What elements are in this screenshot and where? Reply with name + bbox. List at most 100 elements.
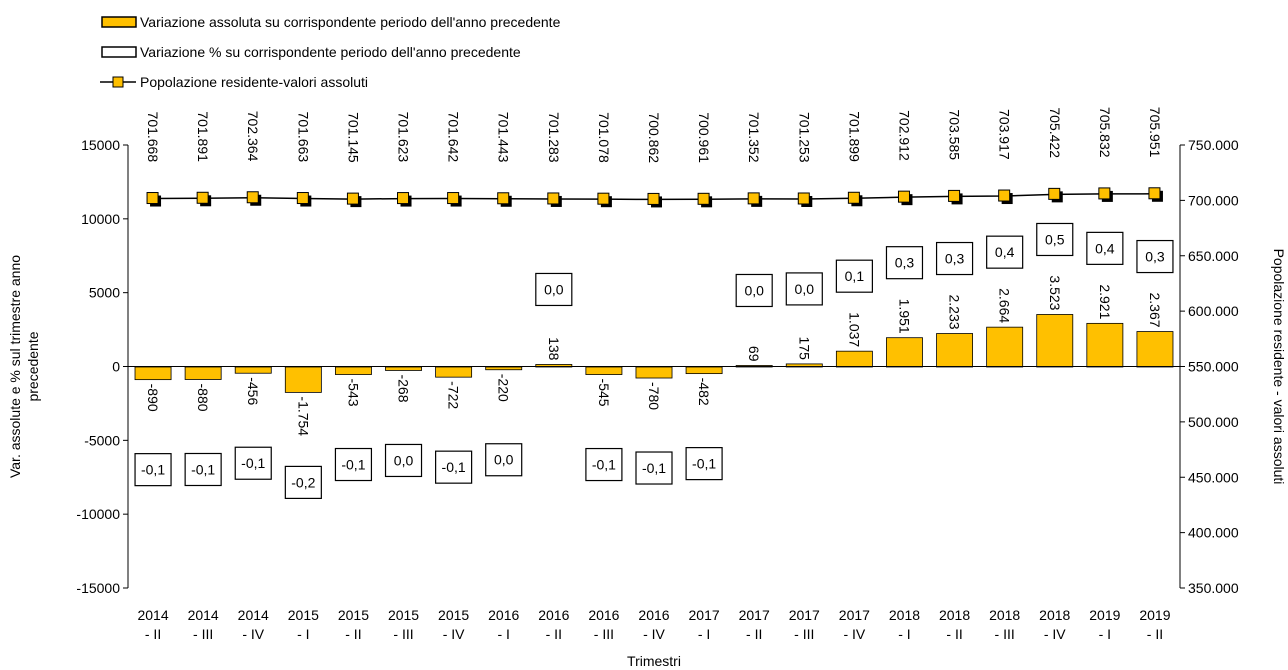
bar xyxy=(234,366,272,374)
bar-value-label: 3.523 xyxy=(1047,275,1063,310)
bar-value-label: 1.037 xyxy=(846,312,862,347)
line-value-label: 701.623 xyxy=(396,112,412,163)
bar-value-label: -722 xyxy=(446,381,462,409)
percent-label-box xyxy=(535,272,573,307)
bar-value-label: -220 xyxy=(496,374,512,402)
bar xyxy=(184,366,222,368)
percent-label: -0,1 xyxy=(442,459,466,475)
percent-label-box xyxy=(635,451,673,485)
y-tick-label: 5000 xyxy=(89,285,120,301)
line-value-label: 701.642 xyxy=(446,112,462,163)
bar xyxy=(685,366,723,375)
marker xyxy=(497,192,510,205)
y2-axis-title: Popolazione residente - valori assoluti xyxy=(1271,249,1287,485)
bar xyxy=(1086,322,1124,367)
bar-value-label: -780 xyxy=(646,382,662,410)
x-tick-label: 2019- II xyxy=(1139,607,1170,642)
percent-label: -0,2 xyxy=(291,474,315,490)
bar xyxy=(785,366,823,368)
bar xyxy=(936,366,974,368)
percent-label: 0,3 xyxy=(895,255,915,271)
bar-value-label: 2.921 xyxy=(1097,284,1113,319)
percent-label: 0,3 xyxy=(1145,249,1165,265)
line-value-label: 701.145 xyxy=(345,112,361,163)
bar xyxy=(334,366,372,368)
bar xyxy=(334,366,372,375)
bar xyxy=(1136,366,1174,368)
y-tick-label: 10000 xyxy=(81,211,120,227)
percent-label: 0,0 xyxy=(394,452,414,468)
x-tick-label: 2018- IV xyxy=(1039,607,1070,642)
x-tick-label: 2017- IV xyxy=(839,607,870,642)
bar xyxy=(886,366,923,368)
x-tick-label: 2018- I xyxy=(889,607,920,642)
marker xyxy=(998,189,1011,202)
bar-value-label: -456 xyxy=(245,377,261,405)
percent-label-box xyxy=(835,259,873,293)
bar xyxy=(535,366,573,368)
line-value-label: 701.352 xyxy=(746,112,762,163)
bar xyxy=(435,366,473,368)
x-tick-label: 2015- II xyxy=(338,607,369,642)
bar xyxy=(835,350,873,367)
percent-label-box xyxy=(134,453,172,487)
percent-label-box xyxy=(1036,222,1074,257)
bar xyxy=(735,366,773,368)
legend-swatch xyxy=(101,46,137,58)
percent-label-box xyxy=(685,447,723,481)
line-value-label: 701.078 xyxy=(596,112,612,163)
percent-label: -0,1 xyxy=(341,457,365,473)
marker xyxy=(196,191,209,204)
line-value-label: 705.832 xyxy=(1097,107,1113,158)
percent-label: -0,1 xyxy=(141,462,165,478)
marker xyxy=(597,192,610,205)
percent-label: -0,1 xyxy=(642,460,666,476)
marker xyxy=(547,192,560,205)
marker xyxy=(847,191,860,204)
y-tick-label: -10000 xyxy=(76,506,120,522)
marker xyxy=(246,191,259,204)
marker xyxy=(697,192,710,205)
marker xyxy=(397,192,410,205)
line-value-label: 701.253 xyxy=(796,112,812,163)
line-value-label: 702.364 xyxy=(245,111,261,162)
marker xyxy=(1148,187,1161,200)
bar-value-label: 69 xyxy=(746,346,762,362)
y2-tick-label: 450.000 xyxy=(1188,469,1239,485)
bar xyxy=(234,366,272,368)
bar-value-label: 2.233 xyxy=(947,294,963,329)
bar xyxy=(685,366,723,368)
percent-label-box xyxy=(785,272,823,306)
percent-label-box xyxy=(986,235,1024,269)
y2-tick-label: 350.000 xyxy=(1188,580,1239,596)
y2-tick-label: 550.000 xyxy=(1188,359,1239,375)
percent-label-box xyxy=(184,452,222,487)
percent-label: 0,0 xyxy=(544,281,564,297)
y2-tick-label: 600.000 xyxy=(1188,303,1239,319)
percent-label: 0,4 xyxy=(995,244,1015,260)
marker xyxy=(447,192,460,205)
y-tick-label: 0 xyxy=(112,359,120,375)
bar xyxy=(284,366,322,393)
x-tick-label: 2014- IV xyxy=(238,607,269,642)
line-value-label: 701.283 xyxy=(546,112,562,163)
marker xyxy=(948,189,961,202)
bar xyxy=(936,333,974,367)
marker xyxy=(797,192,810,205)
x-tick-label: 2015- I xyxy=(288,607,319,642)
bar xyxy=(1136,331,1174,367)
x-tick-label: 2017- III xyxy=(789,607,820,642)
percent-label-box xyxy=(284,465,322,500)
bar xyxy=(385,366,422,368)
line-value-label: 700.862 xyxy=(646,112,662,163)
legend-swatch xyxy=(101,16,137,28)
percent-label: -0,1 xyxy=(191,461,215,477)
percent-label-box xyxy=(234,446,272,480)
marker xyxy=(647,192,660,205)
percent-label-box xyxy=(1136,239,1174,274)
bar-value-label: -545 xyxy=(596,379,612,407)
x-tick-label: 2018- II xyxy=(939,607,970,642)
bar xyxy=(485,366,523,368)
line-value-label: 703.585 xyxy=(947,109,963,160)
bar xyxy=(635,366,673,379)
